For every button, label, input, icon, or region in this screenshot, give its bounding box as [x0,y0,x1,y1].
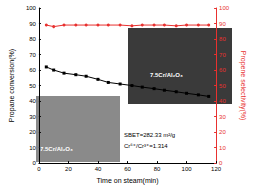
svg-text:100: 100 [182,166,193,172]
svg-text:90: 90 [219,21,226,27]
svg-text:60: 60 [124,166,131,172]
svg-text:Propane conversion(%): Propane conversion(%) [8,49,16,122]
svg-text:60: 60 [219,67,226,73]
svg-text:40: 40 [219,98,226,104]
svg-text:7.5Cr/Al₂O₃: 7.5Cr/Al₂O₃ [150,72,183,78]
svg-text:20: 20 [219,129,226,135]
svg-text:80: 80 [219,36,226,42]
svg-text:Propene selectivity(%): Propene selectivity(%) [239,51,247,121]
svg-text:80: 80 [29,36,36,42]
svg-text:0: 0 [219,160,223,167]
svg-text:0: 0 [37,166,41,172]
svg-text:60: 60 [29,67,36,73]
svg-text:30: 30 [219,114,226,120]
svg-text:120: 120 [211,166,222,172]
svg-text:Time on steam(min): Time on steam(min) [97,177,159,185]
svg-text:80: 80 [154,166,161,172]
svg-text:10: 10 [219,145,226,151]
svg-text:10: 10 [29,145,36,151]
svg-text:90: 90 [29,21,36,27]
svg-text:Cr⁶⁺/Cr³⁺=1.314: Cr⁶⁺/Cr³⁺=1.314 [124,143,168,149]
svg-text:30: 30 [29,114,36,120]
svg-text:50: 50 [219,83,226,89]
svg-text:7.5Cr/Al₂O₃: 7.5Cr/Al₂O₃ [40,146,73,152]
svg-text:100: 100 [26,5,37,11]
svg-text:40: 40 [29,98,36,104]
svg-text:0: 0 [33,160,37,166]
svg-text:100: 100 [219,5,230,11]
svg-text:20: 20 [29,129,36,135]
svg-text:SBET=282.33 m²/g: SBET=282.33 m²/g [124,132,175,138]
svg-text:40: 40 [95,166,102,172]
svg-text:70: 70 [219,52,226,58]
svg-text:50: 50 [29,83,36,89]
svg-text:70: 70 [29,52,36,58]
svg-text:20: 20 [65,166,72,172]
